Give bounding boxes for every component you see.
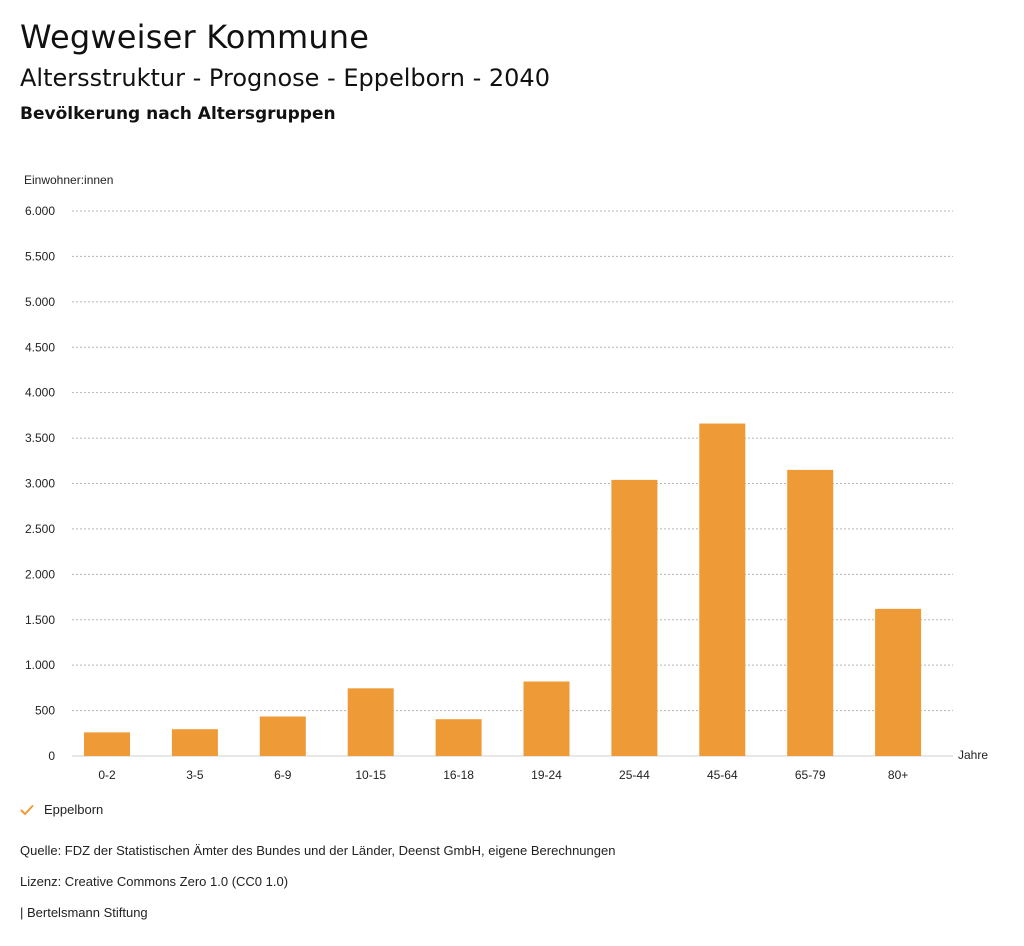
x-tick-label: 3-5 <box>186 768 204 782</box>
x-tick-label: 19-24 <box>531 768 562 782</box>
bar-3-5[interactable] <box>171 729 218 756</box>
bar-25-44[interactable] <box>611 479 658 756</box>
bar-10-15[interactable] <box>347 688 394 756</box>
bar-45-64[interactable] <box>699 423 746 756</box>
publisher-link[interactable]: | Bertelsmann Stiftung <box>20 905 148 920</box>
bar-80+[interactable] <box>875 608 922 756</box>
x-tick-label: 6-9 <box>274 768 292 782</box>
chart-heading: Bevölkerung nach Altersgruppen <box>20 104 336 124</box>
x-tick-label: 25-44 <box>619 768 650 782</box>
y-tick-label: 5.000 <box>25 295 55 309</box>
x-tick-label: 10-15 <box>355 768 386 782</box>
check-icon <box>20 804 34 815</box>
x-tick-label: 80+ <box>888 768 908 782</box>
x-tick-label: 65-79 <box>795 768 826 782</box>
y-tick-label: 6.000 <box>25 204 55 218</box>
bar-chart: Einwohner:innen 0 500 1.000 1.500 2.000 2.500… <box>24 173 988 782</box>
bar-19-24[interactable] <box>523 681 570 756</box>
y-tick-label: 2.000 <box>25 567 55 581</box>
bar-16-18[interactable] <box>435 719 482 756</box>
bar-65-79[interactable] <box>787 469 834 756</box>
y-tick-label: 4.500 <box>25 340 55 354</box>
y-tick-label: 1.500 <box>25 613 55 627</box>
legend-label: Eppelborn <box>44 802 104 817</box>
x-tick-label: 0-2 <box>98 768 116 782</box>
y-axis-label: Einwohner:innen <box>24 173 113 187</box>
source-note: Quelle: FDZ der Statistischen Ämter des … <box>20 843 616 858</box>
y-tick-label: 1.000 <box>25 658 55 672</box>
legend-item-eppelborn[interactable]: Eppelborn <box>20 802 103 817</box>
bar-0-2[interactable] <box>84 732 130 756</box>
x-tick-label: 16-18 <box>443 768 474 782</box>
license-note: Lizenz: Creative Commons Zero 1.0 (CC0 1… <box>20 874 289 889</box>
y-tick-label: 500 <box>35 704 55 718</box>
chart-subtitle: Altersstruktur - Prognose - Eppelborn - … <box>20 64 550 92</box>
y-tick-label: 2.500 <box>25 522 55 536</box>
y-tick-label: 3.000 <box>25 477 55 491</box>
x-axis-label: Jahre <box>958 748 988 762</box>
y-tick-label: 4.000 <box>25 386 55 400</box>
bar-6-9[interactable] <box>259 716 306 756</box>
page-title: Wegweiser Kommune <box>20 18 370 56</box>
y-tick-label: 3.500 <box>25 431 55 445</box>
y-tick-label: 5.500 <box>25 249 55 263</box>
y-tick-label: 0 <box>48 749 55 763</box>
x-tick-label: 45-64 <box>707 768 738 782</box>
